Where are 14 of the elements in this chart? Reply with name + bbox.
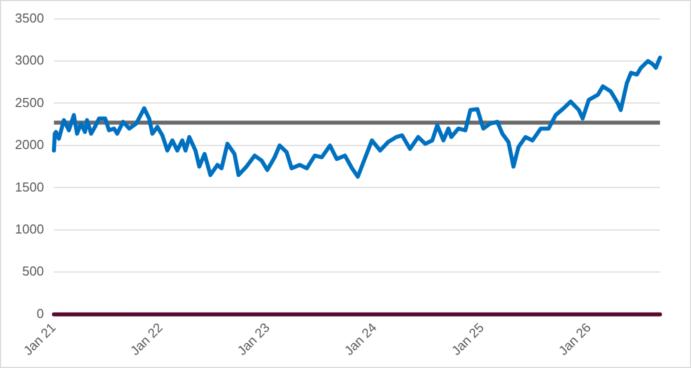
- y-tick-label: 3500: [15, 10, 44, 26]
- y-tick-label: 2500: [15, 94, 44, 110]
- x-tick-label: Jan 22: [127, 320, 166, 358]
- y-tick-label: 1000: [15, 222, 44, 236]
- y-tick-label: 1500: [15, 179, 44, 194]
- y-tick-label: 3000: [15, 52, 44, 68]
- x-tick-label: Jan 23: [234, 320, 273, 358]
- y-tick-label: 2000: [15, 137, 44, 152]
- x-tick-label: Jan 24: [341, 320, 380, 358]
- x-tick-label: Jan 21: [20, 320, 59, 358]
- y-tick-label: 500: [22, 264, 44, 279]
- y-tick-label: 0: [36, 306, 44, 321]
- x-tick-label: Jan 26: [556, 320, 594, 358]
- x-tick-label: Jan 25: [448, 320, 487, 358]
